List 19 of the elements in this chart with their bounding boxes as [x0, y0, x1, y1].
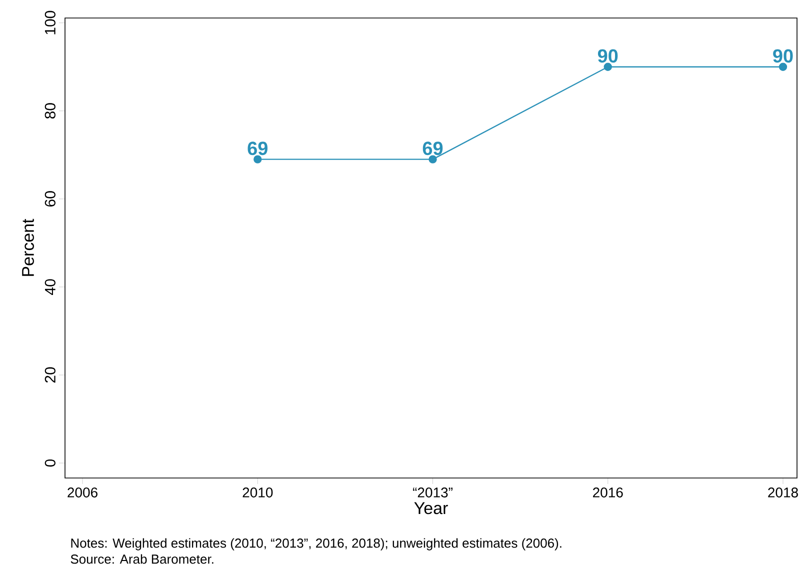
x-tick-label: “2013” [413, 488, 452, 498]
y-tick-label: 80 [44, 103, 56, 119]
y-tick-label: 40 [44, 279, 56, 295]
y-tick-label: 0 [44, 459, 56, 467]
x-axis-title: Year [414, 502, 448, 514]
x-tick-label: 2006 [68, 488, 98, 498]
data-label: 90 [598, 49, 618, 63]
y-tick-label: 100 [44, 10, 56, 34]
x-tick-label: 2010 [242, 488, 273, 498]
y-axis-title: Percent [22, 218, 34, 276]
x-tick-label: 2018 [768, 488, 798, 498]
x-tick-label: 2016 [593, 488, 623, 498]
data-label: 90 [773, 49, 793, 63]
y-tick-label: 20 [44, 367, 56, 383]
data-label: 69 [248, 142, 268, 156]
y-tick-label: 60 [44, 191, 56, 206]
data-label: 69 [422, 142, 443, 156]
source-note: Source: Arab Barometer. [70, 554, 214, 564]
text: Notes: Weighted estimates (2010, “2013”, 2016, 2018); unweighted estimates (2006). [71, 538, 562, 550]
